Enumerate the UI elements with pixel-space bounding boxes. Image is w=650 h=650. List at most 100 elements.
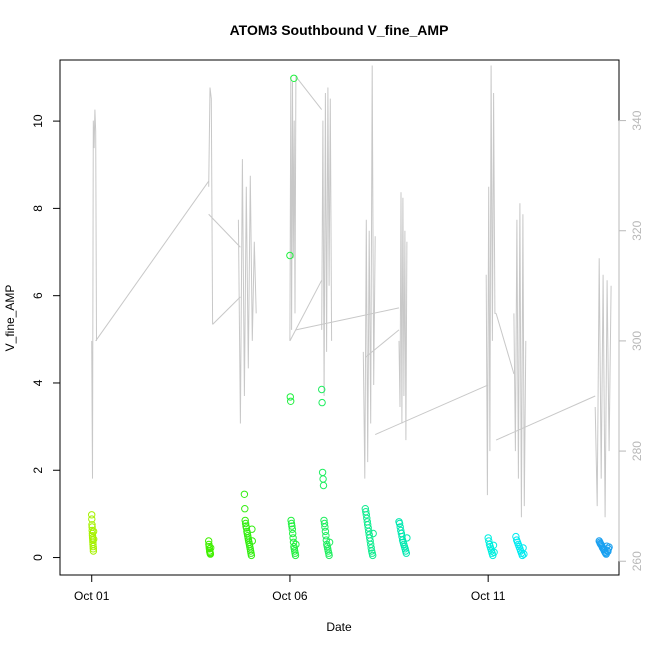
y-axis-label: V_fine_AMP (3, 285, 17, 352)
right-tick-label: 280 (630, 441, 644, 461)
plot-box (59, 59, 620, 576)
scatter-point (248, 537, 257, 545)
y-tick-label: 6 (31, 292, 45, 299)
line-connector (212, 296, 241, 325)
scatter-point (490, 548, 498, 556)
line-burst (91, 109, 97, 479)
y-axis-right: 260 280 300 320 340 (618, 110, 644, 571)
chart-title: ATOM3 Southbound V_fine_AMP (230, 22, 449, 38)
scatter-point (88, 526, 96, 535)
scatter-point (489, 541, 498, 549)
x-tick-label: Oct 11 (471, 589, 506, 603)
line-connector (295, 307, 400, 331)
scatter-point (292, 540, 300, 549)
line-burst (208, 87, 214, 325)
scatter-point (321, 523, 329, 531)
scatter-point (290, 74, 298, 83)
scatter-point (603, 546, 611, 555)
scatter-point (485, 537, 493, 545)
scatter-point (362, 511, 370, 519)
x-axis: Oct 01 Oct 06 Oct 11 (74, 574, 506, 603)
scatter-point (89, 547, 98, 555)
line-connector (295, 76, 323, 110)
line-connector (374, 384, 489, 436)
scatter-point (395, 519, 404, 528)
scatter-point (288, 522, 296, 530)
scatter-point (288, 525, 296, 533)
scatter-point (241, 516, 249, 525)
scatter-point (88, 511, 96, 519)
line-burst (289, 76, 297, 341)
scatter-point (88, 515, 96, 523)
scatter-point (402, 549, 410, 557)
scatter-point (318, 385, 326, 394)
scatter-point (205, 537, 213, 545)
right-tick-label: 300 (630, 331, 644, 351)
y-tick-label: 10 (31, 114, 45, 128)
scatter-point (325, 551, 333, 560)
y-tick-label: 4 (31, 379, 45, 386)
scatter-point (367, 544, 375, 552)
line-burst (594, 258, 612, 518)
scatter-point (207, 544, 215, 552)
scatter-point (398, 532, 406, 541)
y-axis-left: 0 2 4 6 8 10 (31, 114, 61, 561)
scatter-point (286, 251, 294, 260)
y-tick-label: 0 (31, 554, 45, 561)
line-burst (321, 87, 333, 397)
x-axis-label: Date (326, 620, 352, 634)
scatter-point (318, 398, 326, 407)
scatter-point (287, 397, 295, 405)
line-burst (398, 192, 408, 441)
scatter-point (320, 519, 329, 528)
scatter-point (318, 468, 327, 477)
line-burst (237, 159, 257, 424)
scatter-point (364, 524, 372, 532)
scatter-point (89, 542, 97, 551)
x-tick-label: Oct 06 (272, 589, 308, 603)
scatter-point (321, 527, 330, 536)
scatter-point (291, 551, 300, 560)
scatter-point (322, 532, 330, 540)
scatter-point (241, 505, 249, 513)
scatter-point (325, 538, 334, 546)
scatter-point (520, 550, 528, 558)
line-connector (95, 180, 210, 342)
right-tick-label: 340 (630, 110, 644, 130)
scatter-point (241, 519, 250, 528)
scatter-point (248, 525, 256, 533)
scatter-point (287, 516, 295, 525)
scatter-point (369, 529, 377, 538)
scatter-point (605, 543, 613, 551)
line-connector (495, 395, 596, 441)
scatter-point (518, 551, 526, 560)
scatter-point (286, 393, 294, 401)
scatter-point (369, 551, 377, 560)
line-connector (289, 280, 323, 342)
scatter-point (287, 519, 296, 528)
scatter-point (89, 545, 98, 553)
x-tick-label: Oct 01 (74, 589, 110, 603)
line-layer (91, 65, 612, 518)
scatter-point (240, 490, 249, 498)
scatter-point (289, 534, 297, 542)
scatter-point (90, 535, 98, 543)
y-tick-label: 2 (31, 467, 45, 474)
line-burst (513, 203, 527, 518)
scatter-point (89, 527, 98, 536)
line-burst (485, 65, 497, 496)
scatter-point (403, 534, 411, 542)
y-tick-label: 8 (31, 205, 45, 212)
line-connector (495, 313, 515, 375)
scatter-point (242, 524, 251, 532)
scatter-point (319, 475, 327, 483)
scatter-point (319, 481, 328, 490)
scatter-point (247, 551, 256, 560)
right-tick-label: 320 (630, 220, 644, 240)
line-connector (208, 213, 241, 248)
scatter-point (289, 529, 297, 538)
scatter-point (88, 521, 96, 529)
line-burst (362, 65, 376, 479)
scatter-point (366, 537, 374, 545)
